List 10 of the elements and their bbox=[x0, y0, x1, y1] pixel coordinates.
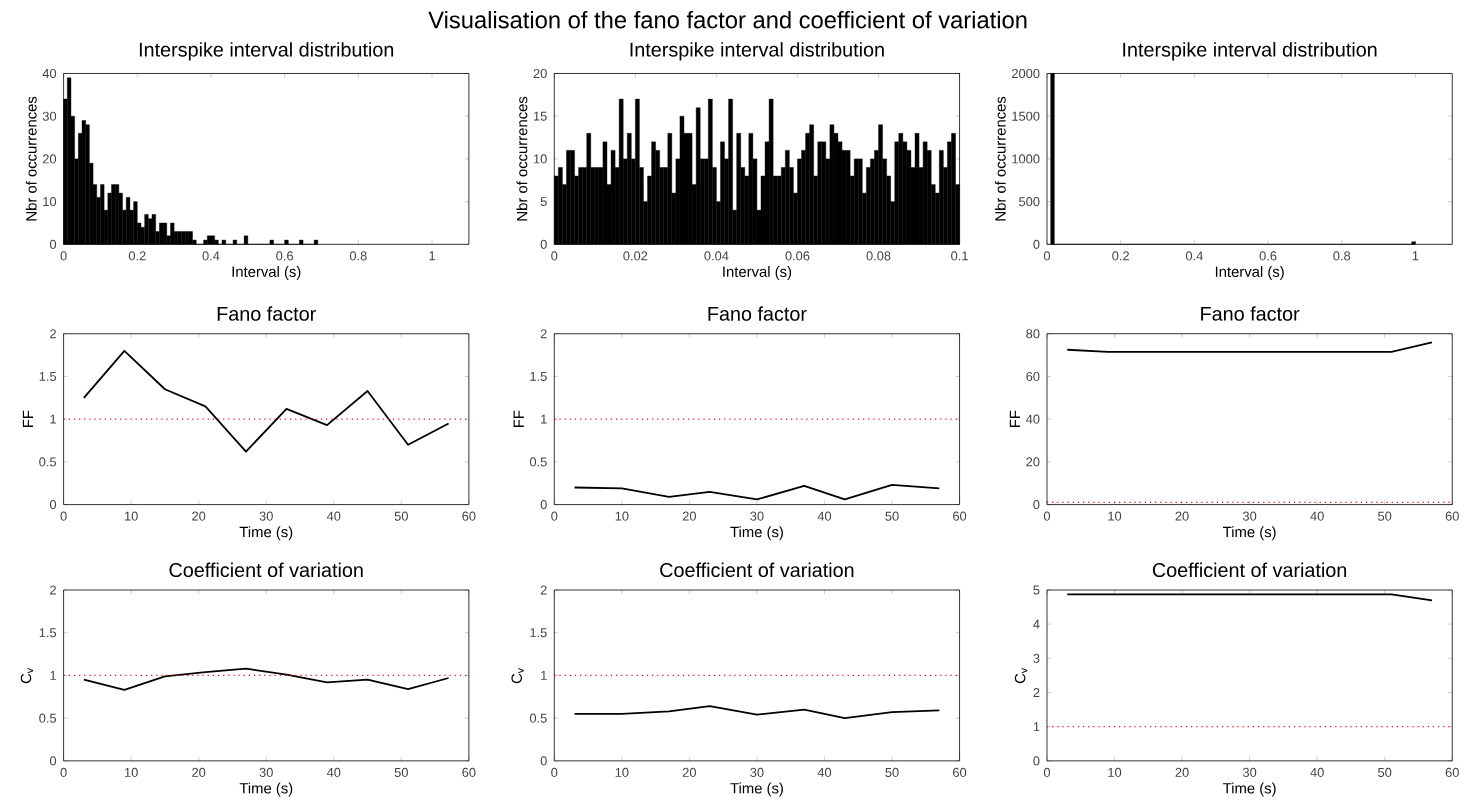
chart-title: Fano factor bbox=[708, 306, 807, 322]
chart-title: Coefficient of variation bbox=[660, 563, 854, 578]
chart-title: Interspike interval distribution bbox=[139, 42, 394, 62]
chart-title: Interspike interval distribution bbox=[1123, 42, 1377, 62]
text: Visualisation of the fano factor and coefficient of variation bbox=[428, 11, 1027, 29]
chart-title: Fano factor bbox=[1201, 306, 1300, 322]
chart-title: Fano factor bbox=[217, 306, 316, 322]
chart-title: Interspike interval distribution bbox=[630, 42, 884, 62]
chart-title: Coefficient of variation bbox=[169, 563, 363, 578]
chart-title: Coefficient of variation bbox=[1152, 563, 1347, 578]
